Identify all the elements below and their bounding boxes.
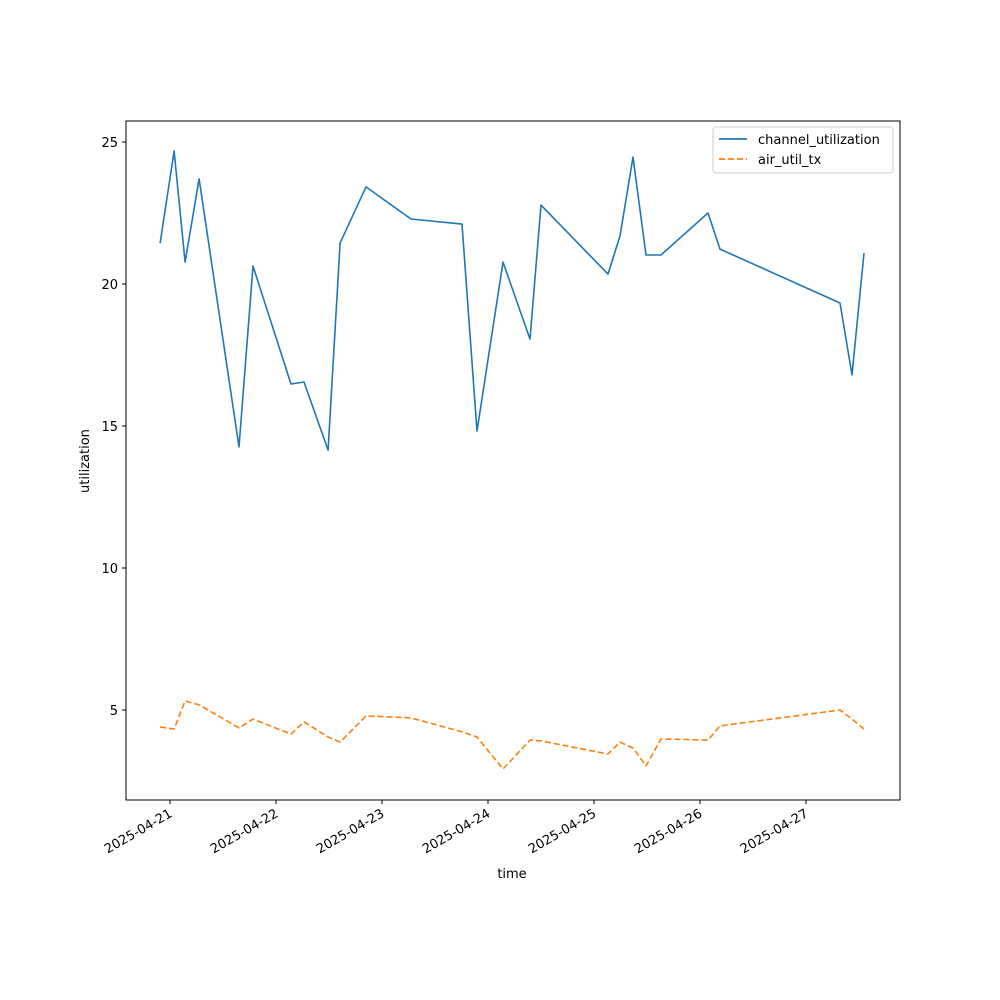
legend-label-channel-utilization: channel_utilization [758, 133, 880, 148]
x-tick-label: 2025-04-21 [102, 806, 175, 857]
y-tick-label: 25 [101, 136, 118, 151]
plot-frame [125, 120, 901, 801]
series-line-air-util-tx [159, 700, 865, 770]
y-tick-label: 5 [110, 704, 118, 719]
legend: channel_utilization air_util_tx [712, 126, 894, 174]
y-tick-label: 20 [101, 278, 118, 293]
x-tick-label: 2025-04-27 [738, 806, 811, 857]
x-tick-label: 2025-04-25 [526, 806, 599, 857]
series-line-channel-utilization [159, 150, 865, 451]
x-tick-label: 2025-04-23 [314, 806, 387, 857]
x-axis-label: time [497, 867, 526, 882]
x-tick-label: 2025-04-22 [208, 806, 281, 857]
y-tick-label: 15 [101, 420, 118, 435]
y-axis-label: utilization [78, 429, 93, 493]
y-tick-label: 10 [101, 562, 118, 577]
legend-label-air-util-tx: air_util_tx [758, 153, 822, 168]
x-tick-label: 2025-04-26 [632, 806, 705, 857]
legend-box [712, 126, 894, 174]
x-tick-label: 2025-04-24 [420, 806, 493, 857]
